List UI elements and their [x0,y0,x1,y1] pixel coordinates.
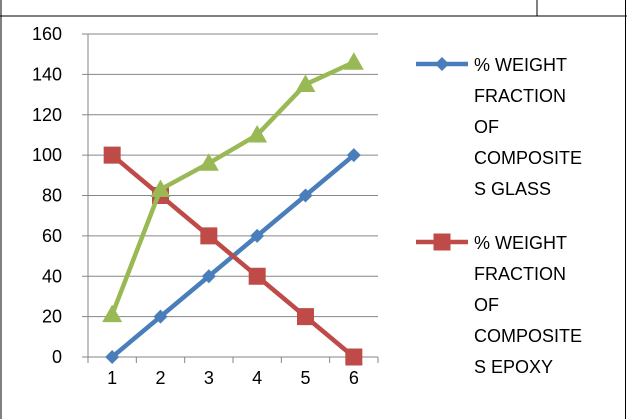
x-tick-label: 4 [252,368,262,388]
x-tick-label: 2 [155,368,165,388]
y-tick-label: 20 [42,307,62,327]
axes: 0 20 40 60 80 100 120 140 160 1 2 3 4 5 6 [32,24,379,388]
legend-item-1: % WEIGHT FRACTION OF COMPOSITE S EPOXY [416,233,582,377]
data-point-marker [201,269,216,284]
data-point-marker [345,348,363,366]
x-tick-label: 1 [107,368,117,388]
legend-label-line: COMPOSITE [474,326,582,346]
legend-item-0: % WEIGHT FRACTION OF COMPOSITE S GLASS [416,55,582,199]
data-point-marker [103,146,121,164]
legend-label-line: % WEIGHT [474,55,567,75]
data-point-marker [105,350,120,364]
y-tick-label: 140 [32,64,62,84]
gridlines [88,33,378,358]
data-point-marker [248,267,266,285]
series-line [110,60,355,316]
data-point-marker [297,308,314,326]
data-point-marker [346,148,361,163]
y-tick-label: 40 [42,266,62,286]
legend-label-line: OF [474,295,499,315]
data-point-marker [298,188,313,203]
legend-label-line: S EPOXY [474,357,553,377]
data-point-marker [198,153,219,171]
data-point-marker [102,304,123,323]
y-tick-label: 120 [32,105,62,125]
data-point-marker [343,52,364,70]
legend-label-line: S GLASS [474,179,551,199]
y-tick-label: 160 [32,24,62,44]
data-point-marker [250,228,265,243]
data-point-marker [295,74,316,92]
data-point-marker [150,179,171,197]
series-lines [102,52,364,366]
y-tick-label: 0 [52,347,62,367]
x-tick-label: 5 [300,368,310,388]
legend-marker [435,57,449,71]
x-tick-label: 6 [349,368,359,388]
legend-label-line: OF [474,117,499,137]
legend-marker [433,233,451,251]
data-point-marker [247,124,268,143]
series-2 [102,52,364,323]
y-tick-label: 80 [42,186,62,206]
x-tick-label: 3 [204,368,214,388]
y-tick-label: 60 [42,226,62,246]
legend-label-line: % WEIGHT [474,233,567,253]
data-point-marker [153,309,168,324]
data-point-marker [200,227,218,245]
y-tick-label: 100 [32,145,62,165]
legend-label-line: COMPOSITE [474,148,582,168]
legend-label-line: FRACTION [474,264,566,284]
legend-label-line: FRACTION [474,86,566,106]
